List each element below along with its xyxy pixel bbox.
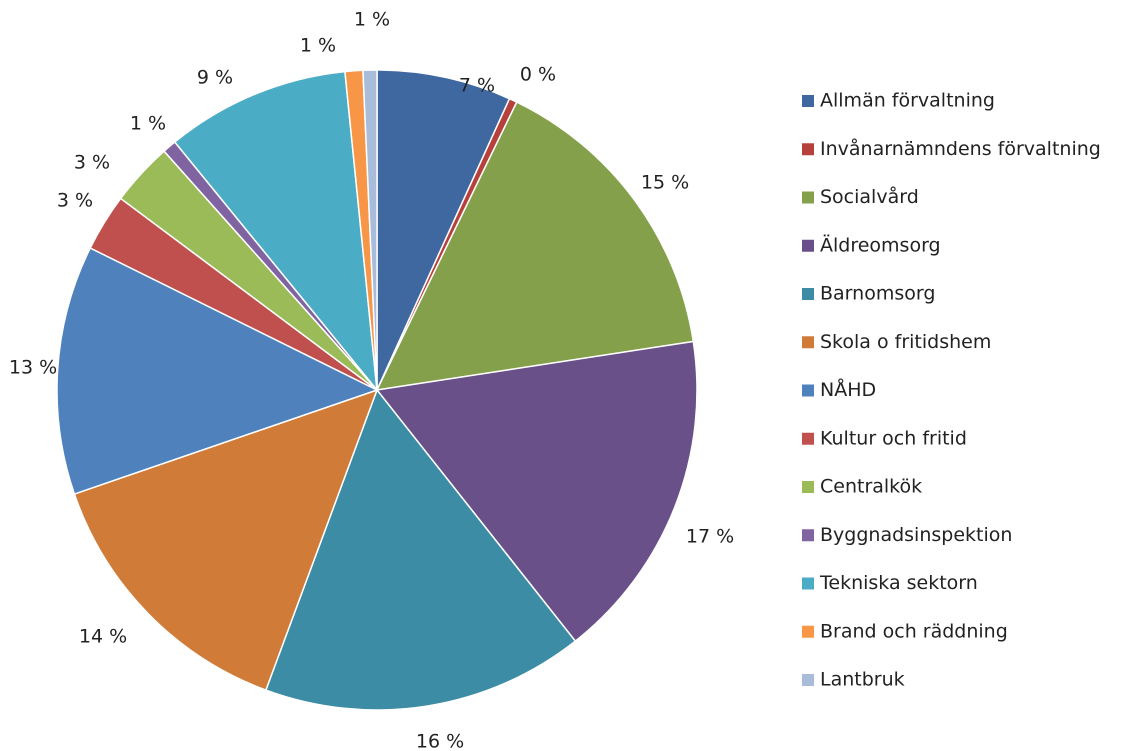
legend-swatch (802, 625, 814, 638)
pie-slice (173, 70, 378, 393)
data-label: 16 % (416, 731, 464, 751)
pie-slice (264, 388, 577, 711)
legend-swatch (802, 288, 814, 300)
legend-label: Skola o fritidshem (820, 331, 991, 353)
data-label: 1 % (130, 113, 166, 135)
pie-slice (73, 388, 379, 692)
data-label: 17 % (686, 526, 734, 548)
data-label: 7 % (459, 75, 495, 97)
legend-label: Allmän förvaltning (820, 90, 995, 112)
legend-swatch (802, 432, 814, 445)
legend-swatch (802, 674, 814, 686)
pie-slice (56, 246, 379, 495)
pie-slice (375, 101, 695, 391)
legend-label: Socialvård (820, 185, 919, 208)
legend-swatch (802, 336, 814, 349)
data-label: 1 % (354, 9, 390, 31)
data-label: 1 % (300, 35, 336, 57)
legend-label: Äldreomsorg (820, 233, 941, 256)
legend-label: Centralkök (820, 476, 922, 498)
legend-swatch (802, 143, 814, 156)
data-label: 3 % (57, 190, 93, 212)
legend-swatch (802, 577, 814, 590)
legend-swatch (802, 481, 814, 493)
pie-slice (362, 69, 378, 391)
legend-label: Tekniska sektorn (819, 572, 978, 594)
legend-label: Brand och räddning (820, 620, 1008, 642)
legend-swatch (802, 239, 814, 252)
legend-swatch (802, 529, 814, 542)
data-label: 13 % (9, 357, 57, 379)
legend-label: Kultur och fritid (820, 427, 967, 449)
data-label: 14 % (79, 626, 127, 648)
data-label: 15 % (641, 172, 689, 194)
legend-label: NÅHD (820, 378, 876, 401)
data-label: 9 % (197, 67, 233, 89)
legend-label: Byggnadsinspektion (820, 524, 1012, 546)
legend-label: Barnomsorg (820, 283, 935, 305)
legend-swatch (802, 95, 814, 107)
pie-slice (376, 69, 511, 391)
data-label: 3 % (74, 152, 110, 174)
legend-swatch (802, 384, 814, 397)
data-label: 0 % (520, 64, 556, 86)
legend-swatch (802, 191, 814, 204)
legend-label: Invånarnämndens förvaltning (820, 137, 1101, 160)
legend-label: Lantbruk (820, 669, 905, 691)
pie-slice (375, 340, 698, 643)
